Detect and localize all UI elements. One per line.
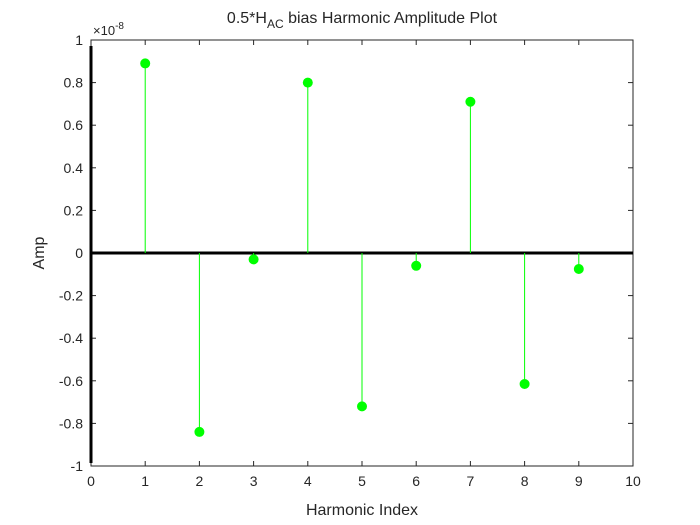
y-tick-label: 0.4 (64, 160, 84, 176)
x-tick-label: 7 (467, 473, 475, 489)
x-tick-label: 6 (412, 473, 420, 489)
y-tick-label: 0.2 (64, 202, 84, 218)
y-tick-label: 0 (75, 245, 83, 261)
stem-marker (465, 96, 476, 107)
y-tick-label: -1 (71, 458, 84, 474)
chart-title-prefix: 0.5*H (227, 10, 267, 27)
y-exponent-label: ×10-8 (93, 21, 124, 38)
y-tick-label: -0.2 (59, 288, 83, 304)
y-tick-label: -0.6 (59, 373, 83, 389)
x-axis-label: Harmonic Index (306, 502, 418, 519)
x-tick-label: 3 (250, 473, 258, 489)
y-tick-label: 0.8 (64, 75, 84, 91)
x-tick-label: 0 (87, 473, 95, 489)
axis-ticks: 0 1 2 3 4 5 6 7 8 9 10 -1 -0.8 -0.6 -0.4 -0.2 0 0.2 0.4 0.6… (59, 32, 641, 489)
stem-marker (302, 77, 313, 88)
stem-marker (519, 378, 530, 389)
stem-marker (573, 263, 584, 274)
y-tick-label: -0.8 (59, 415, 83, 431)
stem-marker (411, 260, 422, 271)
stem-marks (140, 58, 584, 437)
chart-title-subscript: AC (267, 17, 284, 31)
x-tick-label: 4 (304, 473, 312, 489)
x-tick-label: 2 (196, 473, 204, 489)
y-exponent-power: -8 (115, 21, 124, 32)
y-tick-label: -0.4 (59, 330, 83, 346)
chart-title: 0.5*HAC bias Harmonic Amplitude Plot (227, 10, 498, 31)
y-exponent-base: ×10 (93, 23, 115, 38)
x-tick-label: 10 (625, 473, 641, 489)
x-tick-label: 9 (575, 473, 583, 489)
y-tick-label: 1 (75, 32, 83, 48)
x-tick-label: 1 (141, 473, 149, 489)
y-axis-label: Amp (31, 236, 48, 269)
stem-marker (357, 401, 367, 412)
x-tick-label: 8 (521, 473, 529, 489)
stem-marker (248, 254, 259, 265)
stem-marker (194, 426, 205, 437)
chart-title-suffix: bias Harmonic Amplitude Plot (284, 10, 498, 27)
x-tick-label: 5 (358, 473, 366, 489)
stem-marker (140, 58, 151, 69)
y-tick-label: 0.6 (64, 117, 84, 133)
